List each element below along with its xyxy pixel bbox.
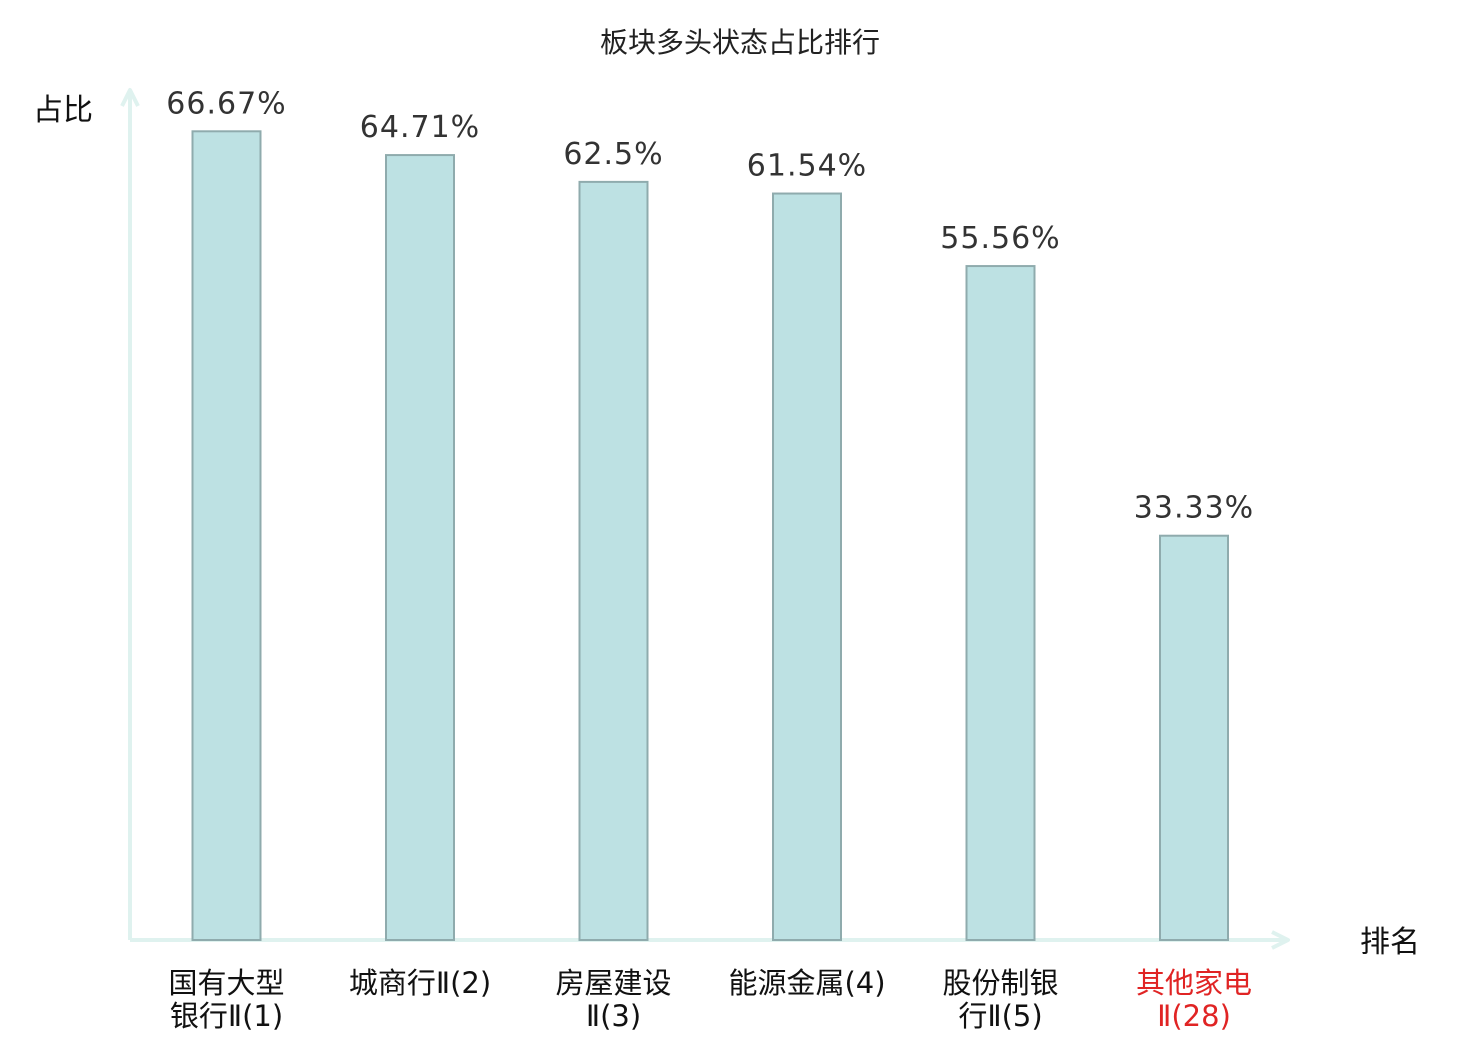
x-axis-title: 排名 bbox=[1360, 925, 1420, 960]
value-label: 61.54% bbox=[747, 149, 867, 184]
bar bbox=[1159, 534, 1229, 941]
value-labels: 66.67% 64.71% 62.5% 61.54% 55.56% 33.33% bbox=[166, 86, 1254, 526]
category-label: 国有大型 bbox=[168, 966, 284, 1000]
category-label: 其他家电 bbox=[1136, 966, 1252, 1000]
category-label: 行Ⅱ(5) bbox=[958, 999, 1042, 1033]
bar bbox=[772, 192, 842, 941]
y-axis-title: 占比 bbox=[33, 93, 93, 128]
chart-title: 板块多头状态占比排行 bbox=[600, 26, 880, 59]
bar bbox=[578, 180, 649, 941]
category-label: Ⅱ(28) bbox=[1157, 999, 1231, 1033]
bar bbox=[965, 265, 1036, 941]
value-label: 66.67% bbox=[166, 86, 286, 121]
category-label: Ⅱ(3) bbox=[586, 999, 641, 1033]
y-axis-arrow-icon bbox=[120, 88, 140, 107]
bar bbox=[385, 154, 455, 941]
x-axis-arrow-icon bbox=[1271, 930, 1290, 950]
category-label: 房屋建设 bbox=[555, 966, 671, 1000]
value-label: 33.33% bbox=[1134, 491, 1254, 526]
category-label: 能源金属(4) bbox=[728, 966, 885, 1000]
category-label: 城商行Ⅱ(2) bbox=[349, 966, 491, 1000]
category-label: 银行Ⅱ(1) bbox=[170, 999, 283, 1033]
value-label: 55.56% bbox=[940, 221, 1060, 256]
category-label: 股份制银 bbox=[942, 966, 1058, 1000]
bars bbox=[191, 130, 1229, 942]
axes bbox=[120, 88, 1290, 950]
bar bbox=[191, 130, 262, 942]
value-label: 64.71% bbox=[360, 110, 480, 145]
value-label: 62.5% bbox=[563, 137, 663, 172]
